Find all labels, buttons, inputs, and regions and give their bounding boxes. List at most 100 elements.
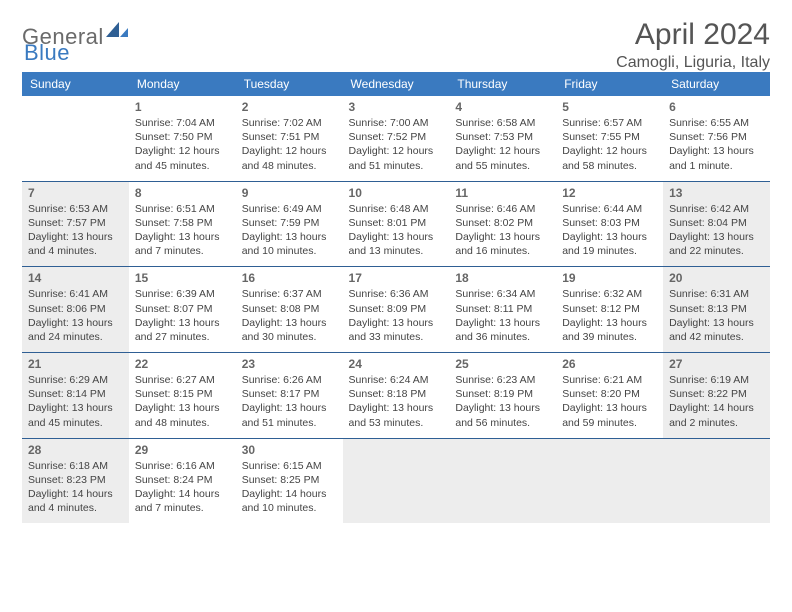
day-number: 2 xyxy=(242,100,337,114)
title-block: April 2024 Camogli, Liguria, Italy xyxy=(616,18,770,72)
calendar-cell: 8Sunrise: 6:51 AMSunset: 7:58 PMDaylight… xyxy=(129,181,236,267)
sunrise-text: Sunrise: 6:57 AM xyxy=(562,116,657,130)
sunrise-text: Sunrise: 6:23 AM xyxy=(455,373,550,387)
sunset-text: Sunset: 7:56 PM xyxy=(669,130,764,144)
calendar-cell: 21 Sunrise: 6:29 AMSunset: 8:14 PMDayligh… xyxy=(22,353,129,439)
sunset-text: Sunset: 7:50 PM xyxy=(135,130,230,144)
sunrise-text: Sunrise: 6:49 AM xyxy=(242,202,337,216)
daylight-text: Daylight: 13 hours and 45 minutes. xyxy=(28,401,123,429)
sunrise-text: Sunrise: 6:15 AM xyxy=(242,459,337,473)
calendar-week-row: 21Sunrise: 6:29 AMSunset: 8:14 PMDayligh… xyxy=(22,353,770,439)
sunset-text: Sunset: 8:25 PM xyxy=(242,473,337,487)
sunrise-text: Sunrise: 6:46 AM xyxy=(455,202,550,216)
daylight-text: Daylight: 14 hours and 10 minutes. xyxy=(242,487,337,515)
daylight-text: Daylight: 13 hours and 48 minutes. xyxy=(135,401,230,429)
day-number: 7 xyxy=(28,186,123,200)
sunrise-text: Sunrise: 6:41 AM xyxy=(28,287,123,301)
daylight-text: Daylight: 13 hours and 7 minutes. xyxy=(135,230,230,258)
day-number: 11 xyxy=(455,186,550,200)
sunset-text: Sunset: 8:14 PM xyxy=(28,387,123,401)
sunrise-text: Sunrise: 6:48 AM xyxy=(349,202,444,216)
calendar-cell: 11 Sunrise: 6:46 AMSunset: 8:02 PMDayligh… xyxy=(449,181,556,267)
daylight-text: Daylight: 12 hours and 45 minutes. xyxy=(135,144,230,172)
calendar-cell: 20Sunrise: 6:31 AMSunset: 8:13 PMDayligh… xyxy=(663,267,770,353)
sunrise-text: Sunrise: 6:31 AM xyxy=(669,287,764,301)
daylight-text: Daylight: 13 hours and 33 minutes. xyxy=(349,316,444,344)
day-number: 15 xyxy=(135,271,230,285)
weekday-header: Sunday xyxy=(22,72,129,96)
sunset-text: Sunset: 8:08 PM xyxy=(242,302,337,316)
sunset-text: Sunset: 8:02 PM xyxy=(455,216,550,230)
daylight-text: Daylight: 14 hours and 2 minutes. xyxy=(669,401,764,429)
calendar-cell: 10Sunrise: 6:48 AMSunset: 8:01 PMDayligh… xyxy=(343,181,450,267)
calendar-cell: 13Sunrise: 6:42 AMSunset: 8:04 PMDayligh… xyxy=(663,181,770,267)
day-number: 25 xyxy=(455,357,550,371)
sail-icon xyxy=(106,22,128,40)
weekday-header: Wednesday xyxy=(343,72,450,96)
calendar-cell: 12Sunrise: 6:44 AMSunset: 8:03 PMDayligh… xyxy=(556,181,663,267)
day-number: 21 xyxy=(28,357,123,371)
sunrise-text: Sunrise: 6:27 AM xyxy=(135,373,230,387)
daylight-text: Daylight: 13 hours and 42 minutes. xyxy=(669,316,764,344)
sunset-text: Sunset: 7:59 PM xyxy=(242,216,337,230)
calendar-week-row: 7Sunrise: 6:53 AMSunset: 7:57 PMDaylight… xyxy=(22,181,770,267)
sunrise-text: Sunrise: 6:42 AM xyxy=(669,202,764,216)
sunset-text: Sunset: 7:55 PM xyxy=(562,130,657,144)
day-number: 9 xyxy=(242,186,337,200)
day-number: 29 xyxy=(135,443,230,457)
sunrise-text: Sunrise: 7:00 AM xyxy=(349,116,444,130)
sunset-text: Sunset: 8:06 PM xyxy=(28,302,123,316)
sunset-text: Sunset: 8:13 PM xyxy=(669,302,764,316)
calendar-body: 1Sunrise: 7:04 AMSunset: 7:50 PMDaylight… xyxy=(22,96,770,523)
calendar-cell-blank xyxy=(663,438,770,523)
daylight-text: Daylight: 13 hours and 51 minutes. xyxy=(242,401,337,429)
daylight-text: Daylight: 13 hours and 53 minutes. xyxy=(349,401,444,429)
daylight-text: Daylight: 12 hours and 55 minutes. xyxy=(455,144,550,172)
day-number: 6 xyxy=(669,100,764,114)
calendar-cell-blank xyxy=(22,96,129,181)
sunset-text: Sunset: 8:24 PM xyxy=(135,473,230,487)
sunset-text: Sunset: 8:04 PM xyxy=(669,216,764,230)
daylight-text: Daylight: 14 hours and 4 minutes. xyxy=(28,487,123,515)
month-title: April 2024 xyxy=(616,18,770,52)
sunrise-text: Sunrise: 6:34 AM xyxy=(455,287,550,301)
calendar-cell: 4Sunrise: 6:58 AMSunset: 7:53 PMDaylight… xyxy=(449,96,556,181)
sunset-text: Sunset: 7:58 PM xyxy=(135,216,230,230)
daylight-text: Daylight: 13 hours and 24 minutes. xyxy=(28,316,123,344)
sunrise-text: Sunrise: 6:37 AM xyxy=(242,287,337,301)
daylight-text: Daylight: 12 hours and 58 minutes. xyxy=(562,144,657,172)
sunrise-text: Sunrise: 6:53 AM xyxy=(28,202,123,216)
sunrise-text: Sunrise: 6:55 AM xyxy=(669,116,764,130)
daylight-text: Daylight: 12 hours and 51 minutes. xyxy=(349,144,444,172)
day-number: 24 xyxy=(349,357,444,371)
sunrise-text: Sunrise: 6:32 AM xyxy=(562,287,657,301)
sunset-text: Sunset: 7:52 PM xyxy=(349,130,444,144)
calendar-cell: 19Sunrise: 6:32 AMSunset: 8:12 PMDayligh… xyxy=(556,267,663,353)
calendar-week-row: 28Sunrise: 6:18 AMSunset: 8:23 PMDayligh… xyxy=(22,438,770,523)
daylight-text: Daylight: 13 hours and 4 minutes. xyxy=(28,230,123,258)
day-number: 4 xyxy=(455,100,550,114)
day-number: 18 xyxy=(455,271,550,285)
day-number: 19 xyxy=(562,271,657,285)
day-number: 3 xyxy=(349,100,444,114)
calendar-cell-blank xyxy=(449,438,556,523)
day-number: 12 xyxy=(562,186,657,200)
calendar-cell: 27Sunrise: 6:19 AMSunset: 8:22 PMDayligh… xyxy=(663,353,770,439)
sunrise-text: Sunrise: 6:18 AM xyxy=(28,459,123,473)
sunset-text: Sunset: 8:03 PM xyxy=(562,216,657,230)
calendar-cell: 16Sunrise: 6:37 AMSunset: 8:08 PMDayligh… xyxy=(236,267,343,353)
day-number: 1 xyxy=(135,100,230,114)
daylight-text: Daylight: 13 hours and 16 minutes. xyxy=(455,230,550,258)
weekday-header: Monday xyxy=(129,72,236,96)
calendar-cell: 7Sunrise: 6:53 AMSunset: 7:57 PMDaylight… xyxy=(22,181,129,267)
calendar-cell: 22Sunrise: 6:27 AMSunset: 8:15 PMDayligh… xyxy=(129,353,236,439)
sunset-text: Sunset: 8:18 PM xyxy=(349,387,444,401)
calendar-cell: 2Sunrise: 7:02 AMSunset: 7:51 PMDaylight… xyxy=(236,96,343,181)
sunrise-text: Sunrise: 6:21 AM xyxy=(562,373,657,387)
sunset-text: Sunset: 8:22 PM xyxy=(669,387,764,401)
day-number: 10 xyxy=(349,186,444,200)
daylight-text: Daylight: 13 hours and 22 minutes. xyxy=(669,230,764,258)
calendar-cell: 3 Sunrise: 7:00 AMSunset: 7:52 PMDaylight… xyxy=(343,96,450,181)
sunrise-text: Sunrise: 6:29 AM xyxy=(28,373,123,387)
daylight-text: Daylight: 13 hours and 39 minutes. xyxy=(562,316,657,344)
